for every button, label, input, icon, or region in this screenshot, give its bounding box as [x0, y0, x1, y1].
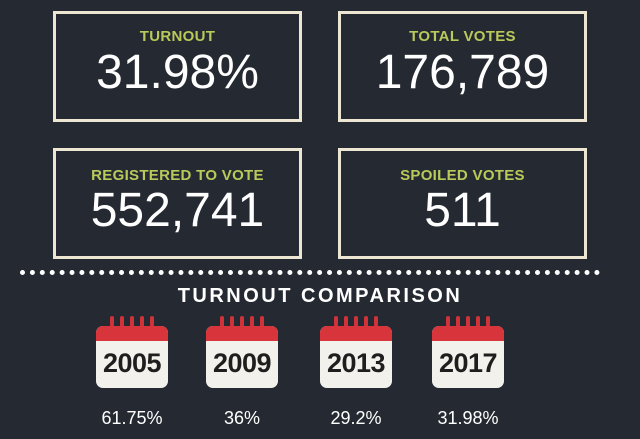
spoiled-votes-card: SPOILED VOTES 511 — [338, 148, 587, 259]
total-votes-value: 176,789 — [375, 46, 550, 99]
calendar-rings — [108, 316, 156, 334]
turnout-percent: 29.2% — [330, 408, 382, 428]
year-label: 2009 — [212, 348, 272, 378]
calendar-icon: 2017 — [432, 316, 504, 388]
spoiled-votes-value: 511 — [424, 184, 501, 237]
turnout-value: 31.98% — [96, 46, 259, 99]
calendar-rings — [444, 316, 492, 334]
total-votes-card: TOTAL VOTES 176,789 — [338, 11, 587, 122]
registered-card: REGISTERED TO VOTE 552,741 — [53, 148, 302, 259]
comparison-title: TURNOUT COMPARISON — [177, 285, 463, 307]
calendar-icon: 2009 — [206, 316, 278, 388]
spoiled-votes-label: SPOILED VOTES — [400, 167, 525, 184]
registered-label: REGISTERED TO VOTE — [91, 167, 264, 184]
turnout-card: TURNOUT 31.98% — [53, 11, 302, 122]
year-label: 2013 — [326, 348, 386, 378]
dotted-divider — [20, 270, 600, 275]
calendar-icon: 2005 — [96, 316, 168, 388]
year-label: 2005 — [102, 348, 162, 378]
calendar-rings — [218, 316, 266, 334]
total-votes-label: TOTAL VOTES — [409, 28, 516, 45]
registered-value: 552,741 — [90, 184, 265, 237]
calendar-rings — [332, 316, 380, 334]
turnout-percent: 31.98% — [437, 408, 499, 428]
turnout-percent: 36% — [223, 408, 261, 428]
calendar-icon: 2013 — [320, 316, 392, 388]
turnout-label: TURNOUT — [139, 28, 216, 45]
year-label: 2017 — [438, 348, 498, 378]
turnout-percent: 61.75% — [101, 408, 163, 428]
